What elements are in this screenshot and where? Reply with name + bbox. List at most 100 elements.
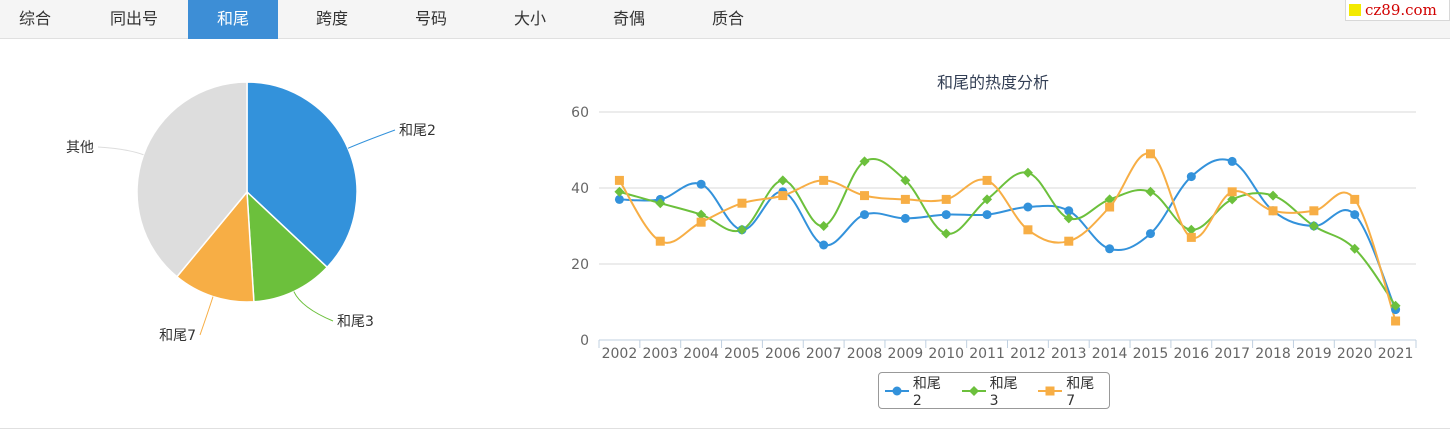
pie-connector-line	[293, 291, 334, 322]
tab-number[interactable]: 号码	[414, 9, 447, 28]
data-point-series-2[interactable]	[1390, 300, 1401, 311]
data-point-series-3[interactable]	[941, 194, 951, 204]
pie-slice-label: 其他	[66, 140, 94, 156]
data-point-series-2[interactable]	[1308, 221, 1319, 231]
bottom-divider	[0, 428, 1450, 429]
pie-slice-label: 和尾3	[337, 314, 374, 330]
data-point-series-1[interactable]	[1227, 156, 1237, 166]
data-point-series-3[interactable]	[1105, 202, 1115, 212]
legend-item-series-3[interactable]: 和尾7	[1038, 373, 1103, 409]
data-point-series-1[interactable]	[860, 210, 870, 220]
chart-legend: 和尾2 和尾3 和尾7	[878, 372, 1110, 409]
x-tick-label: 2013	[1051, 346, 1087, 362]
x-tick-label: 2003	[642, 346, 678, 362]
legend-circle-marker-icon	[885, 386, 909, 395]
data-point-series-1[interactable]	[1064, 206, 1074, 216]
data-point-series-2[interactable]	[655, 198, 666, 209]
data-point-series-3[interactable]	[900, 194, 910, 204]
site-logo[interactable]: cz89.com	[1345, 0, 1450, 21]
x-tick-label: 2021	[1378, 346, 1414, 362]
data-point-series-1[interactable]	[1186, 172, 1196, 182]
legend-item-series-1[interactable]: 和尾2	[885, 373, 950, 409]
data-point-series-2[interactable]	[696, 209, 707, 220]
legend-square-marker-icon	[1038, 386, 1063, 395]
x-tick-label: 2020	[1337, 346, 1373, 362]
x-tick-label: 2002	[602, 346, 638, 362]
pie-slice[interactable]	[175, 190, 255, 303]
data-point-series-3[interactable]	[1309, 206, 1319, 216]
data-point-series-2[interactable]	[1349, 243, 1360, 254]
data-point-series-3[interactable]	[1227, 187, 1237, 197]
data-point-series-3[interactable]	[737, 198, 747, 208]
legend-item-series-2[interactable]: 和尾3	[961, 373, 1027, 409]
data-point-series-1[interactable]	[614, 194, 624, 204]
x-tick-label: 2008	[847, 346, 883, 362]
y-tick-label: 40	[571, 181, 589, 197]
data-point-series-3[interactable]	[696, 217, 706, 227]
tab-bar: 综合 同出号 和尾 跨度 号码 大小 奇偶 质合 cz89.com	[0, 0, 1450, 39]
tab-size[interactable]: 大小	[513, 9, 546, 28]
legend-label: 和尾3	[989, 375, 1018, 409]
x-tick-label: 2015	[1133, 346, 1169, 362]
logo-square-icon	[1349, 4, 1361, 16]
legend-label: 和尾2	[912, 375, 941, 409]
data-point-series-1[interactable]	[1105, 244, 1115, 254]
data-point-series-3[interactable]	[1391, 316, 1401, 326]
logo-text: cz89.com	[1365, 1, 1437, 19]
y-tick-label: 0	[580, 333, 589, 349]
x-tick-label: 2010	[928, 346, 964, 362]
data-point-series-3[interactable]	[1023, 225, 1033, 235]
tab-sum-tail[interactable]: 和尾	[188, 0, 278, 39]
tab-prime-composite[interactable]: 质合	[711, 9, 744, 28]
data-point-series-2[interactable]	[777, 175, 788, 186]
data-point-series-1[interactable]	[900, 213, 910, 223]
tab-span[interactable]: 跨度	[315, 9, 348, 28]
data-point-series-3[interactable]	[778, 191, 788, 201]
data-point-series-2[interactable]	[818, 221, 829, 231]
data-point-series-2[interactable]	[1186, 224, 1197, 235]
data-point-series-3[interactable]	[982, 175, 992, 185]
data-point-series-2[interactable]	[900, 175, 911, 186]
data-point-series-1[interactable]	[1350, 210, 1360, 220]
data-point-series-2[interactable]	[1104, 194, 1115, 205]
data-point-series-1[interactable]	[819, 240, 829, 250]
data-point-series-2[interactable]	[1022, 167, 1033, 178]
data-point-series-3[interactable]	[1350, 194, 1360, 204]
chart-title: 和尾的热度分析	[937, 73, 1049, 92]
series-line-2	[619, 158, 1397, 307]
x-tick-label: 2006	[765, 346, 801, 362]
x-tick-label: 2019	[1296, 346, 1332, 362]
data-point-series-3[interactable]	[1145, 149, 1155, 159]
data-point-series-2[interactable]	[982, 194, 993, 205]
x-tick-label: 2005	[724, 346, 760, 362]
data-point-series-2[interactable]	[736, 224, 747, 235]
data-point-series-2[interactable]	[1145, 186, 1156, 197]
x-tick-label: 2007	[806, 346, 842, 362]
data-point-series-3[interactable]	[860, 191, 870, 201]
data-point-series-3[interactable]	[1064, 236, 1074, 246]
data-point-series-2[interactable]	[1227, 194, 1238, 205]
data-point-series-3[interactable]	[655, 236, 665, 246]
data-point-series-2[interactable]	[1063, 213, 1074, 224]
data-point-series-1[interactable]	[941, 210, 951, 220]
data-point-series-3[interactable]	[1268, 206, 1278, 216]
data-point-series-2[interactable]	[941, 228, 952, 239]
pie-slice[interactable]	[136, 81, 248, 278]
data-point-series-3[interactable]	[819, 175, 829, 185]
pie-chart: 和尾2 和尾3 和尾7 其他	[66, 81, 436, 344]
pie-connector-line	[199, 296, 214, 336]
pie-connector-line	[97, 146, 144, 156]
data-point-series-3[interactable]	[1186, 232, 1196, 242]
data-point-series-1[interactable]	[696, 179, 706, 189]
x-tick-label: 2016	[1174, 346, 1210, 362]
data-point-series-1[interactable]	[982, 210, 992, 220]
tab-same-number[interactable]: 同出号	[109, 9, 158, 28]
data-point-series-2[interactable]	[1268, 190, 1279, 201]
data-point-series-2[interactable]	[859, 156, 870, 167]
data-point-series-2[interactable]	[614, 186, 625, 197]
data-point-series-3[interactable]	[614, 175, 624, 185]
tab-overview[interactable]: 综合	[18, 9, 51, 28]
data-point-series-1[interactable]	[1023, 202, 1033, 212]
tab-odd-even[interactable]: 奇偶	[612, 9, 645, 28]
data-point-series-1[interactable]	[1145, 229, 1155, 239]
